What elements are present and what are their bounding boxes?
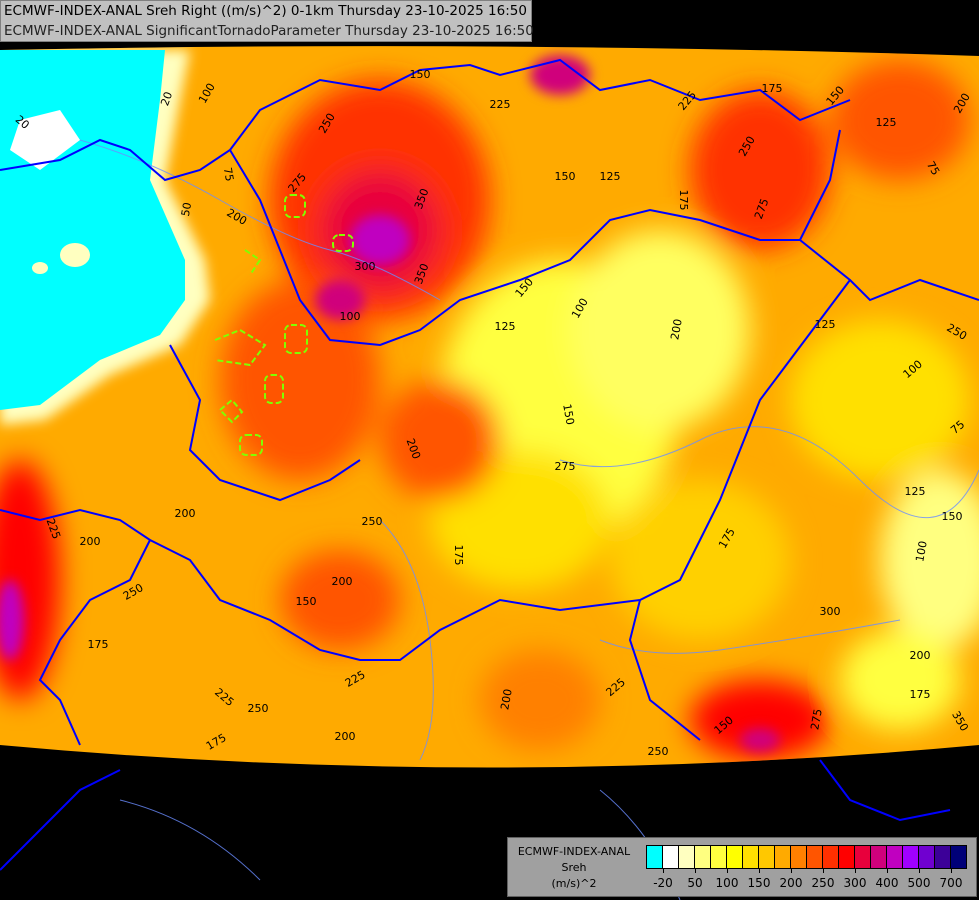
legend-model: ECMWF-INDEX-ANAL bbox=[517, 845, 631, 858]
legend-swatch bbox=[807, 846, 823, 868]
header-title-stp: ECMWF-INDEX-ANAL SignificantTornadoParam… bbox=[4, 23, 534, 39]
contour-label: 200 bbox=[910, 649, 931, 662]
contour-label: 150 bbox=[296, 595, 317, 608]
contour-label: 200 bbox=[175, 507, 196, 520]
legend-swatch bbox=[775, 846, 791, 868]
legend-tick-label: 500 bbox=[907, 876, 931, 890]
legend-swatch bbox=[647, 846, 663, 868]
contour-label: 275 bbox=[808, 708, 824, 731]
legend-swatch bbox=[695, 846, 711, 868]
contour-label: 100 bbox=[340, 310, 361, 323]
legend-tick-mark bbox=[919, 868, 920, 873]
contour-label: 125 bbox=[905, 485, 926, 498]
legend-swatch bbox=[759, 846, 775, 868]
contour-label: 175 bbox=[88, 638, 109, 651]
contour-label: 250 bbox=[362, 515, 383, 528]
legend-tick-label: 300 bbox=[843, 876, 867, 890]
contour-label: 200 bbox=[335, 730, 356, 743]
contour-label: 20 bbox=[158, 90, 175, 108]
map-header: ECMWF-INDEX-ANAL Sreh Right ((m/s)^2) 0-… bbox=[0, 0, 534, 42]
legend-swatch bbox=[711, 846, 727, 868]
legend-tick-label: 50 bbox=[687, 876, 703, 890]
contour-label: 150 bbox=[410, 68, 431, 81]
legend-swatch bbox=[839, 846, 855, 868]
legend-tick-label: 400 bbox=[875, 876, 899, 890]
legend-variable: Sreh bbox=[561, 861, 587, 874]
contour-label: 75 bbox=[924, 159, 942, 178]
legend-swatch bbox=[935, 846, 951, 868]
legend-colorbar bbox=[646, 845, 967, 869]
contour-label: 175 bbox=[677, 190, 690, 211]
contour-label: 125 bbox=[495, 320, 516, 333]
legend-tick-label: 200 bbox=[779, 876, 803, 890]
legend-tick-mark bbox=[695, 868, 696, 873]
legend-swatch bbox=[871, 846, 887, 868]
color-legend: ECMWF-INDEX-ANAL Sreh (m/s)^2 -20 50 100 15… bbox=[507, 837, 977, 897]
legend-swatch bbox=[743, 846, 759, 868]
contour-label: 75 bbox=[221, 166, 236, 182]
legend-tick-label: 100 bbox=[715, 876, 739, 890]
legend-tick-mark bbox=[855, 868, 856, 873]
legend-swatch bbox=[951, 846, 966, 868]
legend-swatch bbox=[679, 846, 695, 868]
legend-tick-label: 150 bbox=[747, 876, 771, 890]
contour-label: 300 bbox=[355, 260, 376, 273]
contour-label: 175 bbox=[452, 545, 465, 566]
country-borders bbox=[0, 58, 979, 871]
contour-label: 200 bbox=[498, 688, 514, 711]
legend-tick-label: 250 bbox=[811, 876, 835, 890]
contour-label: 150 bbox=[560, 403, 576, 426]
legend-swatch bbox=[791, 846, 807, 868]
legend-tick-mark bbox=[951, 868, 952, 873]
contour-label: 225 bbox=[490, 98, 511, 111]
contour-label: 150 bbox=[555, 170, 576, 183]
legend-swatch bbox=[727, 846, 743, 868]
legend-tick-label: 700 bbox=[939, 876, 963, 890]
legend-swatch bbox=[887, 846, 903, 868]
legend-swatch bbox=[903, 846, 919, 868]
legend-swatch bbox=[823, 846, 839, 868]
contour-label: 175 bbox=[762, 82, 783, 95]
contour-label: 175 bbox=[910, 688, 931, 701]
contour-label: 200 bbox=[332, 575, 353, 588]
legend-tick-mark bbox=[759, 868, 760, 873]
legend-tick-mark bbox=[727, 868, 728, 873]
legend-swatch bbox=[855, 846, 871, 868]
contour-label: 250 bbox=[248, 702, 269, 715]
contour-label: 200 bbox=[80, 535, 101, 548]
legend-swatch bbox=[919, 846, 935, 868]
contour-label: 100 bbox=[913, 540, 929, 563]
legend-tick-mark bbox=[791, 868, 792, 873]
contour-label: 150 bbox=[942, 510, 963, 523]
contour-label: 125 bbox=[876, 116, 897, 129]
contour-label: 275 bbox=[555, 460, 576, 473]
legend-swatch bbox=[663, 846, 679, 868]
contour-label: 125 bbox=[815, 318, 836, 331]
contour-label: 50 bbox=[179, 201, 194, 217]
legend-tick-mark bbox=[887, 868, 888, 873]
legend-tick-mark bbox=[663, 868, 664, 873]
legend-tick-label: -20 bbox=[653, 876, 673, 890]
contour-label: 250 bbox=[648, 745, 669, 758]
header-title-sreh: ECMWF-INDEX-ANAL Sreh Right ((m/s)^2) 0-… bbox=[4, 3, 527, 19]
contour-label: 300 bbox=[820, 605, 841, 618]
legend-tick-mark bbox=[823, 868, 824, 873]
contour-label: 125 bbox=[600, 170, 621, 183]
contour-label: 200 bbox=[668, 318, 684, 341]
legend-title: ECMWF-INDEX-ANAL Sreh (m/s)^2 bbox=[510, 844, 638, 892]
legend-unit: (m/s)^2 bbox=[551, 877, 597, 890]
stp-contours bbox=[214, 194, 354, 456]
